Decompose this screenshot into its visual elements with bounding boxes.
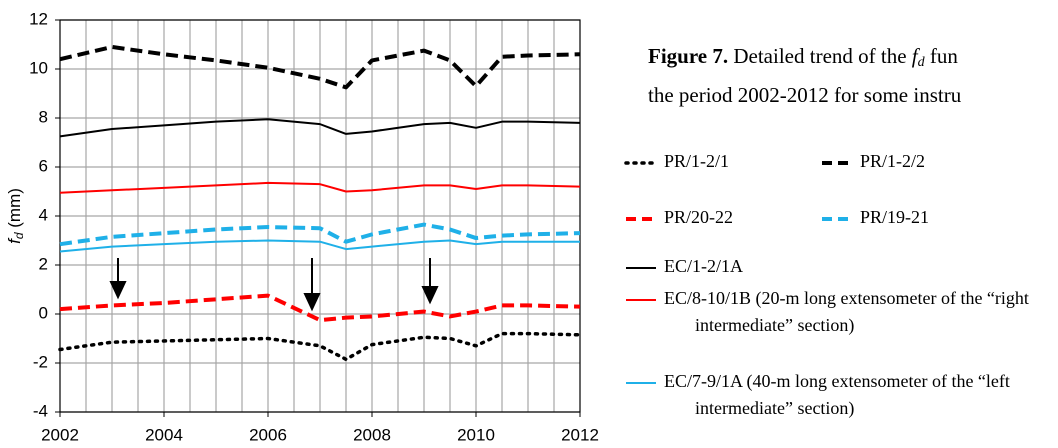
legend-label-line: intermediate” section) (695, 315, 854, 336)
legend-label: PR/1-2/2 (860, 151, 925, 171)
legend-label-line: EC/8-10/1B (20-m long extensometer of th… (664, 288, 1033, 309)
x-tick-label: 2004 (145, 425, 183, 444)
caption-subscript: d (918, 55, 926, 70)
legend-label: EC/8-10/1B (20-m long extensometer of th… (664, 288, 1033, 336)
plot-frame (59, 19, 581, 413)
x-tick-label: 2008 (353, 425, 391, 444)
y-tick-label: 0 (39, 303, 48, 322)
y-label-unit: (mm) (5, 188, 24, 232)
series-line (59, 222, 581, 247)
arrow-head (303, 293, 321, 312)
arrow-head (421, 286, 439, 305)
legend-label: EC/7-9/1A (40-m long extensometer of the… (664, 371, 1014, 419)
legend-label: PR/1-2/1 (664, 151, 729, 171)
x-tick-label: 2006 (249, 425, 287, 444)
legend-label-line: intermediate” section) (695, 398, 854, 419)
x-tick-label: 2010 (457, 425, 495, 444)
legend-label: PR/19-21 (860, 207, 929, 227)
y-tick-label: 2 (39, 254, 48, 273)
caption-text-end: fun (925, 44, 959, 68)
caption: Figure 7. Detailed trend of the fd fun (648, 44, 958, 70)
caption-line: the period 2002-2012 for some instru (648, 83, 962, 107)
series-line (59, 44, 581, 90)
y-label-subscript: d (12, 232, 26, 239)
series-line (58, 331, 582, 362)
y-tick-label: -2 (33, 352, 48, 371)
series-line (59, 181, 581, 194)
y-tick-label: -4 (33, 401, 48, 420)
caption-text: Detailed trend of the (728, 44, 912, 68)
series-line (59, 118, 581, 138)
caption-label: Figure 7. (648, 44, 728, 68)
y-tick-label: 10 (29, 58, 48, 77)
legend-label: PR/20-22 (664, 207, 733, 227)
y-axis-label: fd (mm) (5, 188, 26, 244)
legend-label: EC/1-2/1A (664, 256, 743, 276)
x-tick-label: 2012 (561, 425, 599, 444)
y-tick-label: 4 (39, 205, 48, 224)
y-tick-label: 12 (29, 9, 48, 28)
series-line (59, 239, 580, 253)
arrows (109, 258, 439, 312)
y-tick-label: 6 (39, 156, 48, 175)
x-tick-label: 2002 (41, 425, 79, 444)
y-tick-label: 8 (39, 107, 48, 126)
arrow-head (109, 281, 127, 300)
series-line (59, 293, 581, 323)
caption-symbol: f (912, 44, 921, 68)
y-label-symbol: f (5, 237, 24, 244)
legend-label-line: EC/7-9/1A (40-m long extensometer of the… (664, 371, 1014, 392)
plot-area: -4 -2 0 2 4 6 8 10 12 2002 2004 2006 2008 2010 2012 (29, 9, 599, 444)
